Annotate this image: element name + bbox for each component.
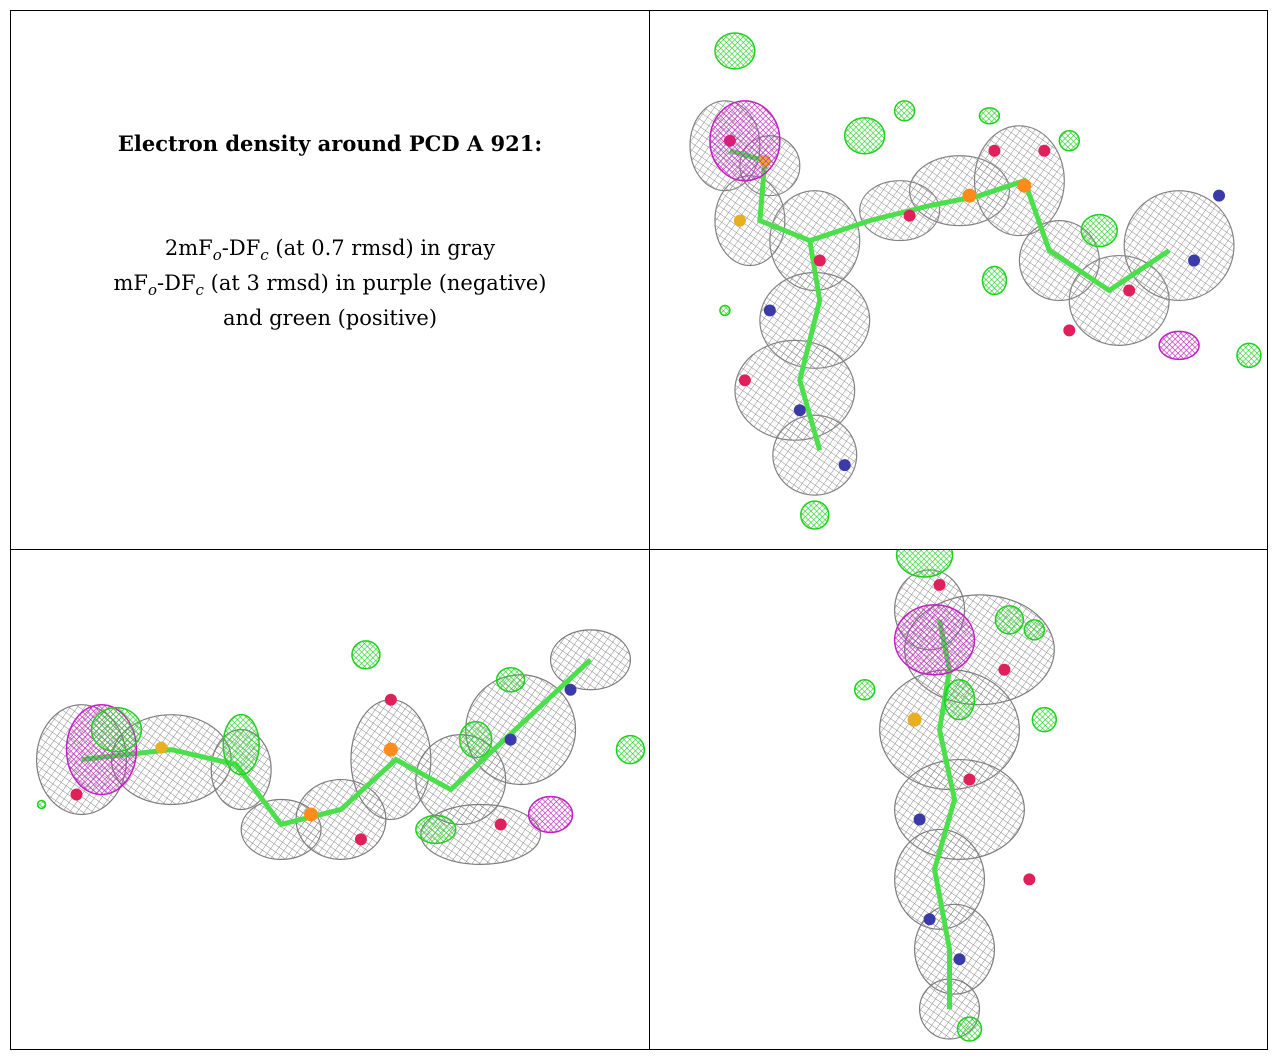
atoms — [723, 134, 1226, 472]
density-view-bottom-left — [11, 550, 650, 1049]
molecule-view-3 — [853, 550, 1058, 1042]
negative-density — [709, 100, 1200, 361]
atoms — [907, 578, 1036, 966]
positive-density — [714, 32, 1262, 530]
legend-line-difference: mFo-DFc (at 3 rmsd) in purple (negative) — [113, 271, 547, 300]
negative-density — [893, 604, 976, 676]
legend-panel: Electron density around PCD A 921: 2mFo-… — [11, 11, 650, 550]
density-view-top-right — [650, 11, 1267, 550]
gray-density-mesh — [879, 569, 1055, 1040]
molecule-view-2 — [35, 629, 646, 865]
legend-title: Electron density around PCD A 921: — [117, 131, 543, 156]
molecule-view-1 — [689, 32, 1262, 530]
bonds-carbon — [81, 657, 593, 828]
positive-density — [853, 550, 1058, 1042]
figure-grid: Electron density around PCD A 921: 2mFo-… — [10, 10, 1268, 1050]
legend-line-positive: and green (positive) — [222, 306, 438, 331]
atoms — [70, 683, 577, 846]
legend-line-gray: 2mFo-DFc (at 0.7 rmsd) in gray — [164, 236, 496, 265]
density-view-bottom-right — [650, 550, 1267, 1049]
gray-density-mesh — [689, 100, 1235, 496]
positive-density — [36, 640, 646, 845]
